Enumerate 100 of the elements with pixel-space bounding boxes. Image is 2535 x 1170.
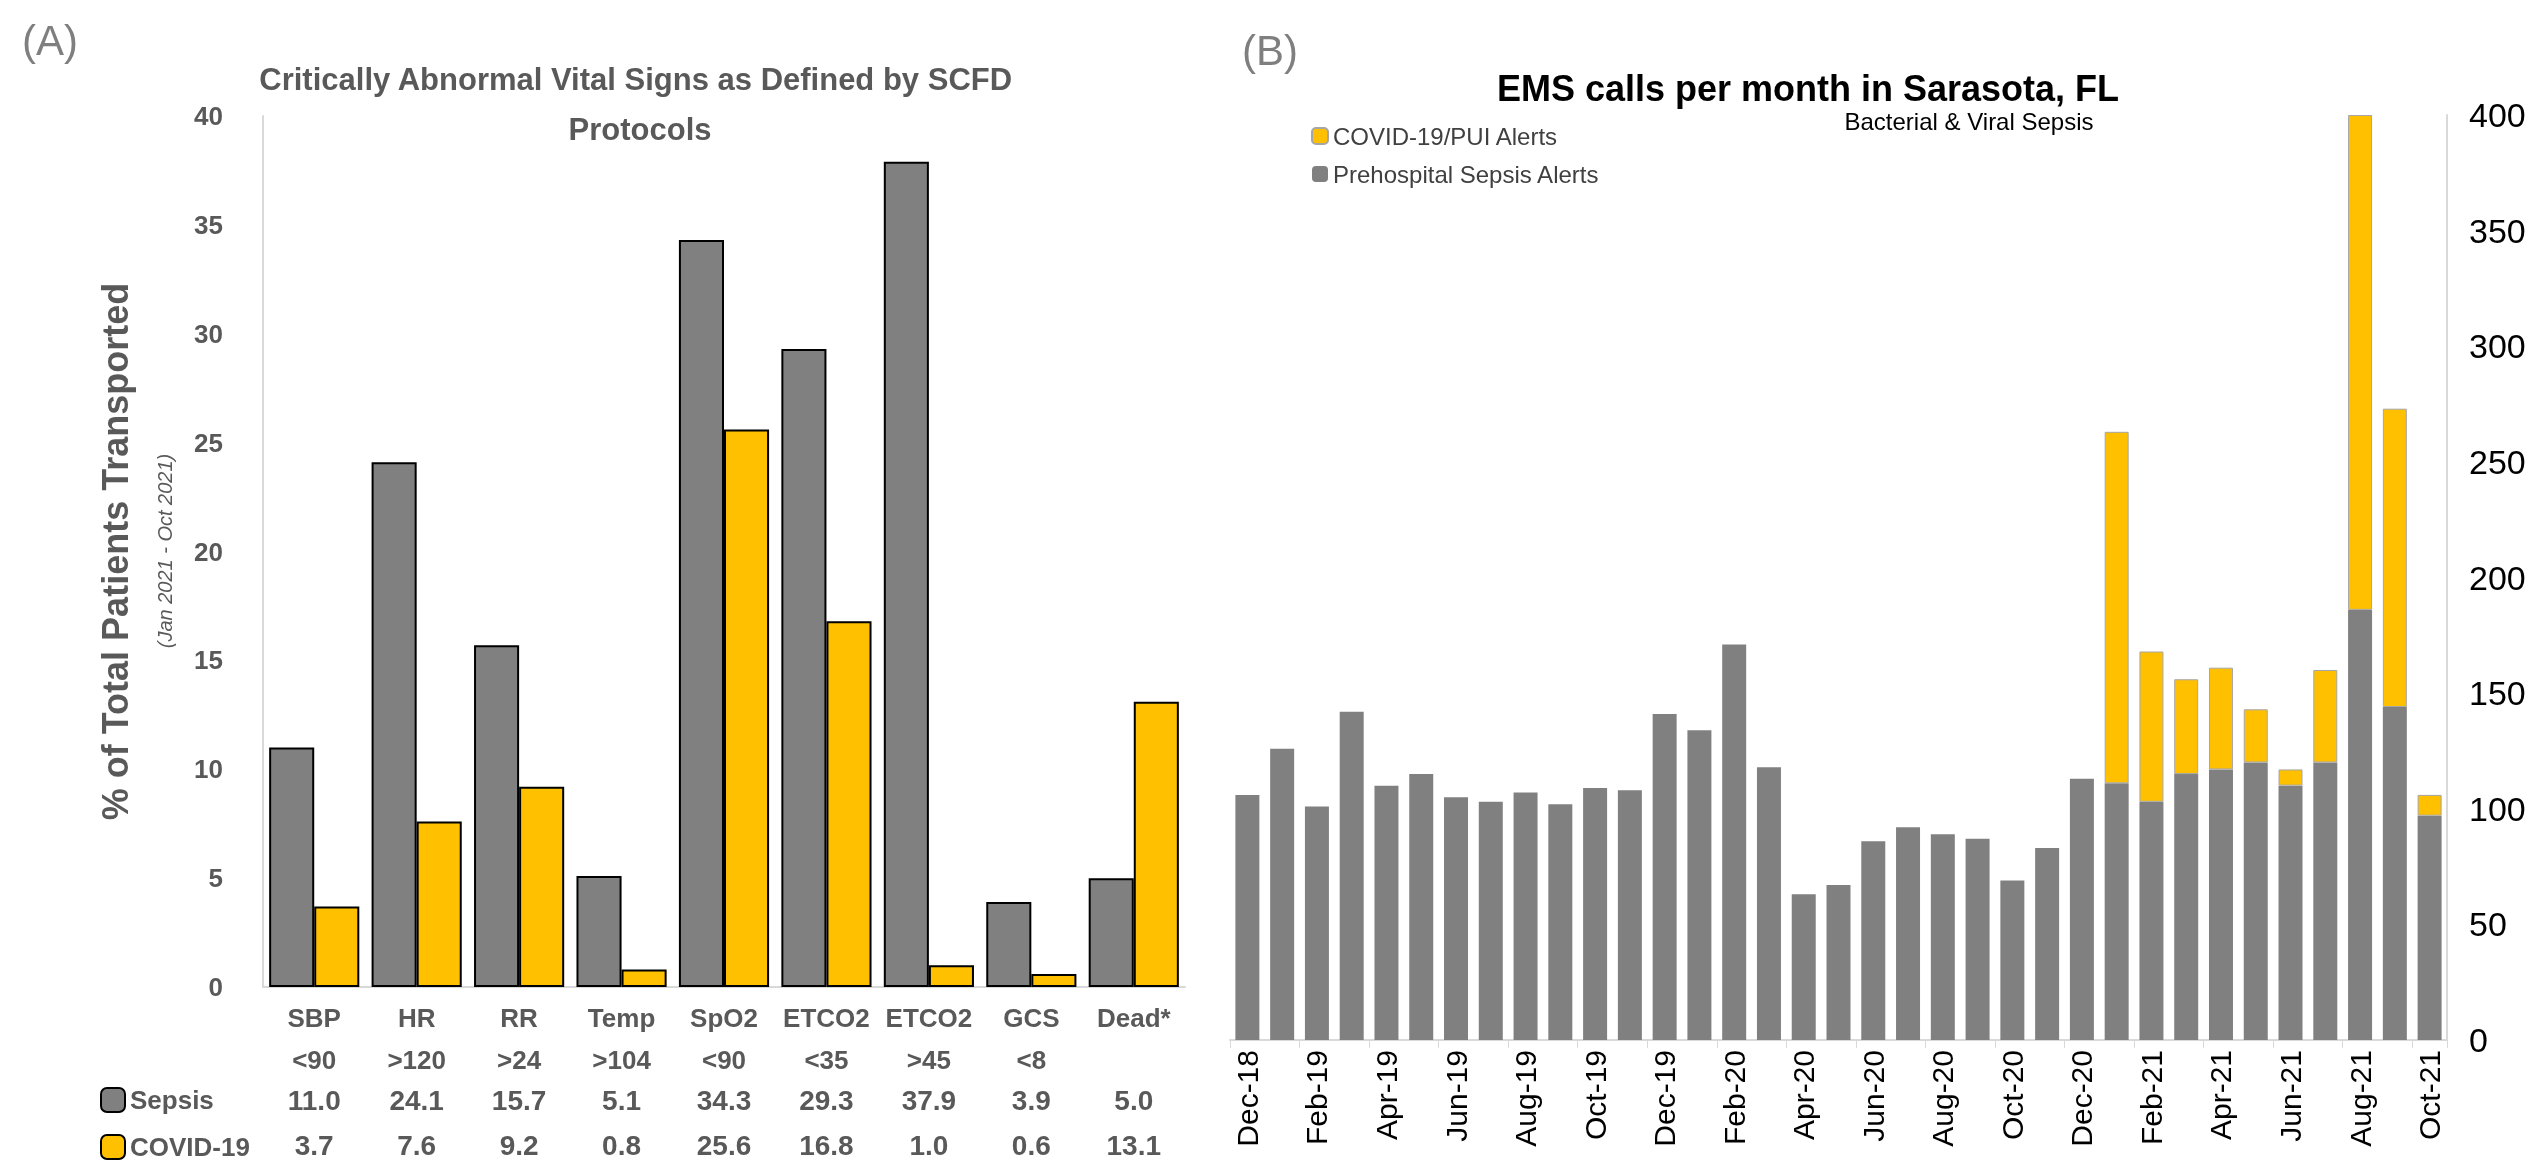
bar [1374, 785, 1399, 1040]
bar [2104, 783, 2129, 1040]
bar [2313, 762, 2338, 1040]
bar [1791, 894, 1816, 1040]
data-label: 25.6 [696, 1129, 752, 1161]
data-label: 11.0 [287, 1084, 341, 1116]
chart-title: EMS calls per month in Sarasota, FL [1496, 68, 2120, 110]
x-tick-label: GCS <8 [1003, 1003, 1060, 1075]
y-tick-label: 150 [2469, 674, 2526, 713]
bar [2000, 880, 2025, 1040]
bar [2348, 609, 2373, 1040]
x-tick-label: Oct-20 [1995, 1050, 2029, 1141]
bar [1304, 806, 1329, 1040]
bar [1235, 794, 1260, 1040]
x-tick-label: Feb-21 [2134, 1050, 2168, 1146]
x-tick-label: HR >120 [387, 1003, 446, 1075]
x-tick-label: SBP <90 [287, 1003, 341, 1075]
y-tick-label: 400 [2469, 96, 2526, 134]
chart-subtitle: Bacterial & Viral Sepsis [1844, 107, 2094, 135]
y-tick-label: 0 [2469, 1021, 2488, 1059]
x-tick-label: Temp >104 [587, 1003, 656, 1075]
y-tick-label: 100 [2469, 789, 2526, 828]
text: (B) [1242, 26, 1298, 74]
bar [1513, 792, 1538, 1040]
bar [2382, 707, 2407, 1040]
bar [1896, 827, 1921, 1040]
bar [2104, 431, 2129, 784]
y-tick-label: 50 [2469, 905, 2507, 944]
x-tick-label: Dec-19 [1648, 1050, 1682, 1147]
x-tick-label: Aug-19 [1509, 1050, 1543, 1147]
data-label: 9.2 [499, 1129, 539, 1161]
bar [2069, 778, 2094, 1040]
y-tick-label: 0 [208, 972, 223, 1002]
y-tick-label: 20 [194, 536, 223, 567]
legend-label: Prehospital Sepsis Alerts [1333, 160, 1599, 188]
data-label: 3.9 [1011, 1084, 1051, 1116]
bar [1722, 644, 1747, 1040]
data-label: 24.1 [389, 1084, 444, 1116]
x-tick-label: Feb-20 [1717, 1050, 1751, 1146]
bar [2313, 670, 2338, 763]
data-label: 13.1 [1106, 1129, 1162, 1161]
bar [2278, 785, 2303, 1040]
y-tick-label: 200 [2469, 558, 2526, 597]
bar [1444, 797, 1469, 1040]
x-tick-label: ETCO2 <35 [783, 1003, 870, 1075]
data-label: 0.6 [1011, 1129, 1051, 1161]
text: (Jan 2021 - Oct 2021) [154, 453, 176, 649]
y-tick-label: 350 [2469, 211, 2526, 250]
bar [1270, 748, 1295, 1040]
bar [1652, 713, 1677, 1040]
x-tick-label: Aug-20 [1926, 1050, 1960, 1147]
chart-title: Critically Abnormal Vital Signs as Defined by SCFD Protocols [259, 62, 1021, 147]
data-label: 3.7 [294, 1129, 334, 1161]
bar [2417, 794, 2442, 816]
bar [2243, 709, 2268, 763]
data-label: 16.8 [799, 1129, 854, 1161]
y-tick-label: 35 [194, 209, 223, 240]
data-label: 0.8 [602, 1129, 642, 1161]
bar [1548, 804, 1573, 1040]
y-tick-label: 5 [208, 863, 223, 894]
bar [2174, 774, 2199, 1040]
bar [1478, 801, 1503, 1040]
bar [2174, 679, 2199, 775]
x-tick-label: Apr-19 [1369, 1050, 1403, 1141]
bar [1756, 767, 1781, 1040]
x-tick-label: Jun-20 [1856, 1050, 1890, 1142]
bar [2208, 769, 2233, 1040]
data-label: 37.9 [901, 1084, 957, 1116]
x-tick-label: Dec-20 [2065, 1050, 2099, 1147]
bar [1861, 841, 1886, 1040]
bar [1826, 885, 1851, 1040]
bar [1687, 730, 1712, 1040]
bar [2382, 408, 2407, 707]
data-label: 29.3 [799, 1084, 854, 1116]
y-tick-label: 300 [2469, 327, 2526, 366]
bar [1339, 711, 1364, 1040]
y-tick-label: 15 [194, 645, 223, 676]
bar [1583, 787, 1608, 1040]
text: (A) [22, 16, 78, 64]
y-axis-title: % of Total Patients Transported [94, 282, 136, 821]
x-tick-label: Jun-19 [1439, 1050, 1473, 1142]
y-tick-label: 40 [194, 101, 223, 131]
data-label: 15.7 [491, 1084, 547, 1116]
x-tick-label: Jun-21 [2274, 1050, 2308, 1142]
x-tick-label: Aug-21 [2343, 1050, 2377, 1147]
data-label: 34.3 [696, 1084, 752, 1116]
bar [2417, 815, 2442, 1040]
legend-label: Sepsis [130, 1085, 214, 1115]
bar [2243, 762, 2268, 1040]
x-tick-label: Apr-21 [2204, 1050, 2238, 1141]
bar [2278, 769, 2303, 786]
x-tick-label: Apr-20 [1787, 1050, 1821, 1141]
y-tick-label: 30 [194, 318, 223, 349]
x-tick-label: Feb-19 [1300, 1050, 1334, 1146]
bar [2035, 848, 2060, 1040]
data-label: 7.6 [397, 1129, 437, 1161]
data-label: 5.0 [1114, 1084, 1154, 1116]
y-tick-label: 10 [194, 754, 223, 785]
x-tick-label: SpO2 <90 [690, 1003, 758, 1075]
bar [2139, 651, 2164, 802]
